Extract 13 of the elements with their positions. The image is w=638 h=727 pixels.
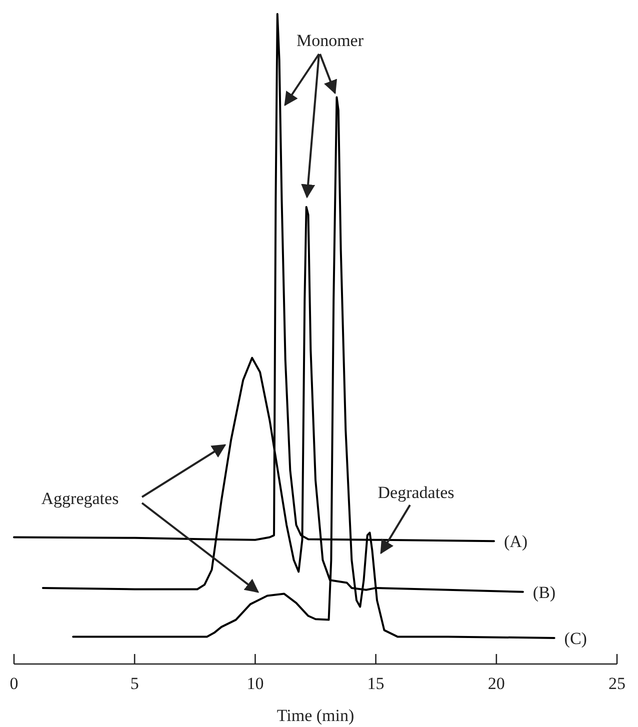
x-tick-label: 15: [367, 674, 384, 693]
annotation: Degradates: [378, 482, 454, 502]
annotation: Aggregates: [41, 488, 119, 508]
x-axis-title: Time (min): [276, 706, 354, 725]
annotation: Monomer: [296, 30, 364, 50]
x-tick-label: 0: [10, 674, 18, 693]
series-label: (B): [532, 582, 556, 602]
series-label: (C): [564, 628, 587, 648]
series-label: (A): [504, 532, 528, 552]
x-tick-label: 5: [130, 674, 139, 693]
x-tick-label: 10: [246, 674, 264, 693]
x-tick-label: 20: [488, 674, 505, 693]
x-tick-label: 25: [608, 674, 626, 693]
